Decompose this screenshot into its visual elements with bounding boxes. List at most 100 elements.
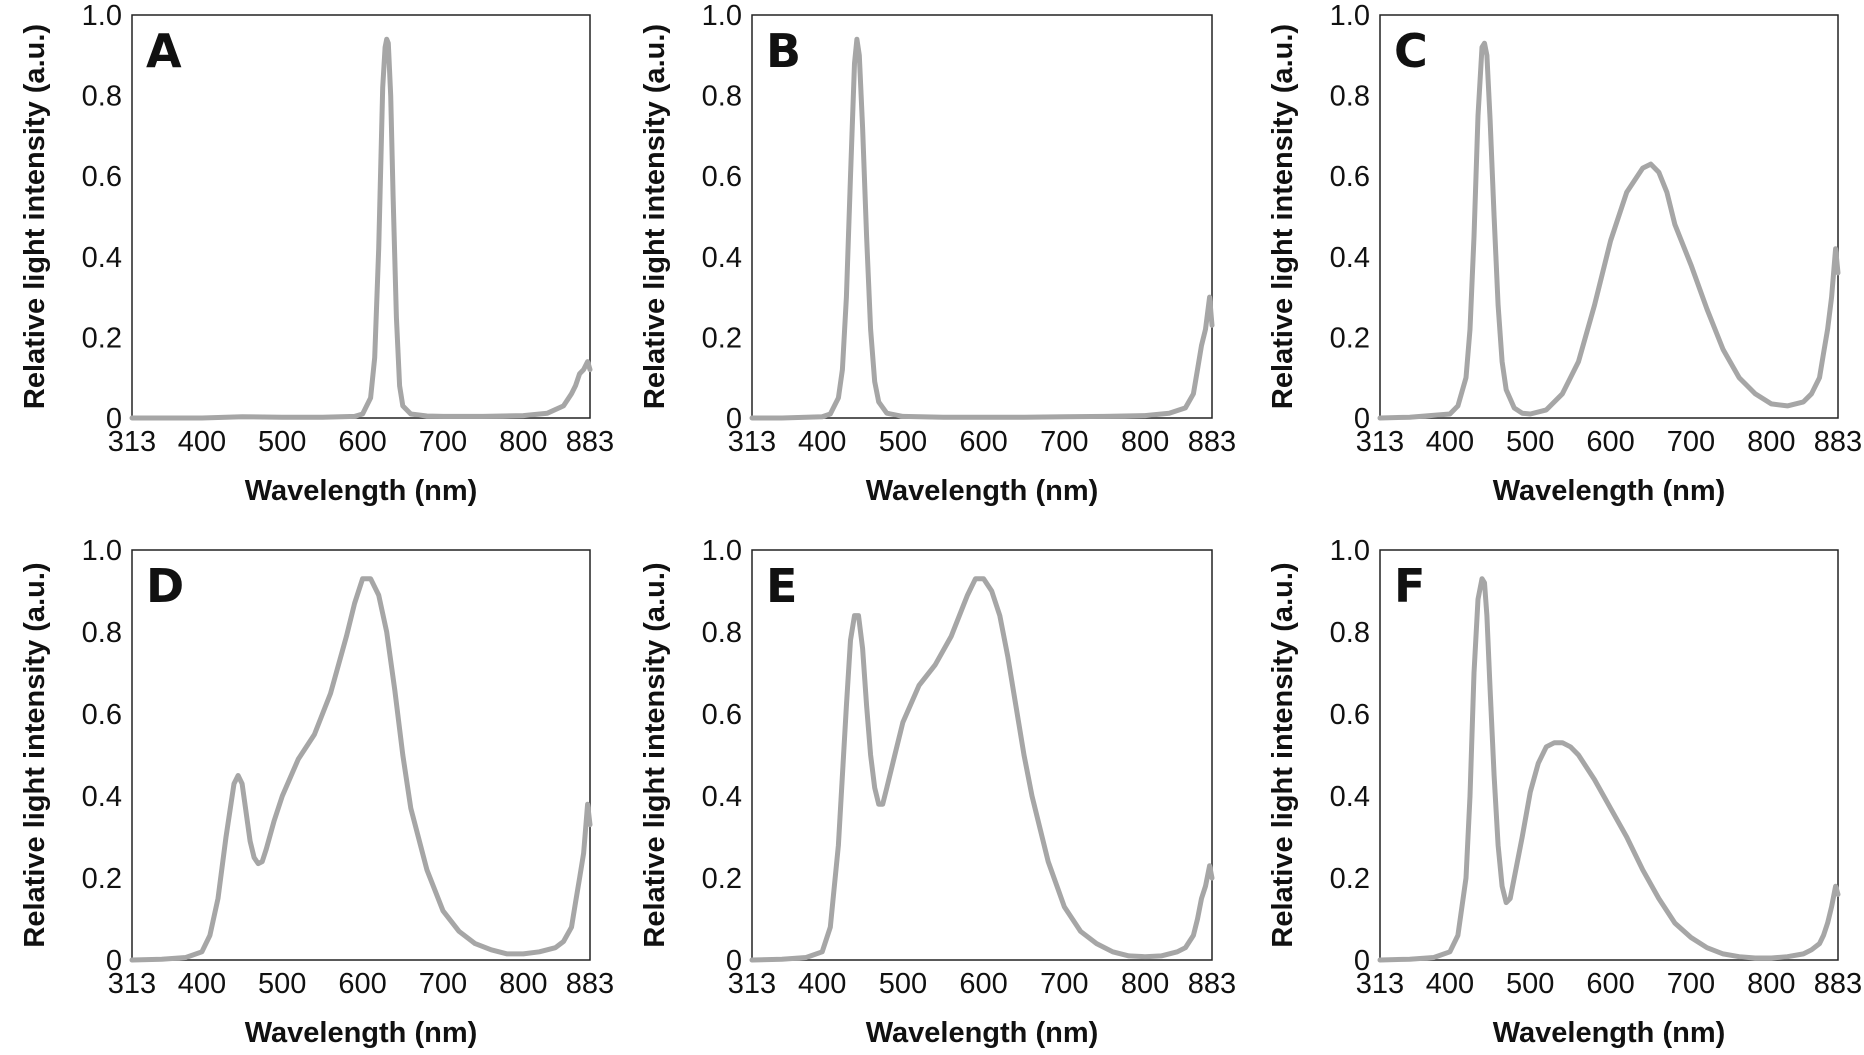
x-tick-label: 800 [1121,968,1169,1000]
x-tick-label: 700 [1667,968,1715,1000]
y-tick-label: 0.2 [82,863,122,895]
y-axis-title: Relative light intensity (a.u.) [19,562,51,947]
x-axis-title: Wavelength (nm) [1493,475,1726,507]
x-tick-label: 500 [879,426,927,458]
x-tick-label: 700 [1667,426,1715,458]
panel-letter: E [766,559,797,613]
x-tick-label: 700 [419,968,467,1000]
y-tick-label: 0 [106,403,122,435]
y-tick-label: 0.8 [702,81,742,113]
plot-frame [751,14,1213,419]
x-tick-label: 800 [499,968,547,1000]
x-tick-label: 700 [1040,426,1088,458]
y-tick-label: 0.2 [702,322,742,354]
y-tick-label: 1.0 [82,535,122,567]
x-tick-label: 313 [1356,426,1404,458]
y-tick-label: 0 [726,945,742,977]
y-tick-label: 0.4 [82,781,122,813]
x-tick-label: 313 [108,426,156,458]
y-tick-label: 0.2 [1330,863,1370,895]
x-tick-label: 883 [1188,968,1236,1000]
panel-letter: B [766,24,801,78]
y-tick-label: 0 [1354,403,1370,435]
y-tick-label: 0.2 [82,322,122,354]
y-axis-title: Relative light intensity (a.u.) [1267,562,1299,947]
panel-letter: C [1394,24,1428,78]
y-tick-label: 0.8 [1330,81,1370,113]
plot-frame [131,549,591,961]
y-tick-label: 0.2 [702,863,742,895]
y-tick-label: 0.6 [702,699,742,731]
x-tick-label: 400 [798,968,846,1000]
x-tick-label: 600 [959,426,1007,458]
y-tick-label: 0 [726,403,742,435]
spectrum-line [129,36,593,421]
y-tick-label: 1.0 [702,535,742,567]
y-tick-label: 0.6 [1330,161,1370,193]
y-axis-title: Relative light intensity (a.u.) [639,562,671,947]
y-tick-label: 0.6 [82,161,122,193]
y-tick-label: 0.6 [82,699,122,731]
x-tick-label: 800 [1121,426,1169,458]
x-tick-label: 883 [1814,426,1862,458]
x-tick-label: 400 [798,426,846,458]
chart-panel-e: 313 400 500 600 700 800 883 0 0.2 0.4 0.6 0.8 1.0 Wav… [639,535,1236,1049]
y-tick-label: 1.0 [1330,535,1370,567]
chart-panel-a: 313 400 500 600 700 800 883 0 0.2 0.4 0.6 0.8 1.0 Wav… [19,0,614,507]
plot-frame [1379,14,1839,419]
y-tick-label: 0.4 [1330,781,1370,813]
spectrum-line [749,36,1215,421]
x-tick-label: 700 [419,426,467,458]
x-tick-label: 800 [1747,968,1795,1000]
x-tick-label: 313 [108,968,156,1000]
x-tick-label: 500 [1506,426,1554,458]
x-tick-label: 883 [1814,968,1862,1000]
y-tick-label: 0.8 [1330,617,1370,649]
x-tick-label: 883 [1188,426,1236,458]
x-tick-label: 400 [1426,426,1474,458]
x-tick-label: 313 [1356,968,1404,1000]
x-tick-label: 500 [1506,968,1554,1000]
x-tick-label: 883 [566,968,614,1000]
x-tick-label: 883 [566,426,614,458]
panel-letter: F [1394,559,1425,613]
x-tick-label: 600 [338,968,386,1000]
y-tick-label: 0.4 [702,781,742,813]
y-tick-label: 0.4 [82,242,122,274]
x-axis-title: Wavelength (nm) [245,475,478,507]
x-axis-title: Wavelength (nm) [866,1017,1099,1049]
x-tick-label: 500 [879,968,927,1000]
x-axis-title: Wavelength (nm) [866,475,1099,507]
y-tick-label: 0.4 [1330,242,1370,274]
y-tick-label: 1.0 [1330,0,1370,32]
y-axis-title: Relative light intensity (a.u.) [1267,24,1299,409]
chart-panel-f: 313 400 500 600 700 800 883 0 0.2 0.4 0.6 0.8 1.0 Wav… [1267,535,1862,1049]
y-tick-label: 0.6 [702,161,742,193]
x-axis-title: Wavelength (nm) [1493,1017,1726,1049]
x-tick-label: 600 [1586,968,1634,1000]
y-tick-label: 0.2 [1330,322,1370,354]
panel-letter: A [146,24,182,78]
chart-panel-d: 313 400 500 600 700 800 883 0 0.2 0.4 0.6 0.8 1.0 Wav… [19,535,614,1049]
y-tick-label: 0.8 [702,617,742,649]
y-tick-label: 0 [106,945,122,977]
chart-panel-b: 313 400 500 600 700 800 883 0 0.2 0.4 0.6 0.8 1.0 Wav… [639,0,1236,507]
y-tick-label: 0.8 [82,617,122,649]
spectrum-line [129,576,593,963]
y-tick-label: 0.8 [82,81,122,113]
x-tick-label: 400 [1426,968,1474,1000]
x-tick-label: 800 [499,426,547,458]
x-tick-label: 800 [1747,426,1795,458]
spectrum-line [1377,40,1841,421]
plot-frame [1379,549,1839,961]
panel-letter: D [146,559,184,613]
x-tick-label: 600 [1586,426,1634,458]
plot-frame [131,14,591,419]
y-axis-title: Relative light intensity (a.u.) [19,24,51,409]
x-tick-label: 400 [178,968,226,1000]
x-axis-title: Wavelength (nm) [245,1017,478,1049]
y-tick-label: 1.0 [82,0,122,32]
spectrum-line [1377,576,1841,963]
y-tick-label: 1.0 [702,0,742,32]
